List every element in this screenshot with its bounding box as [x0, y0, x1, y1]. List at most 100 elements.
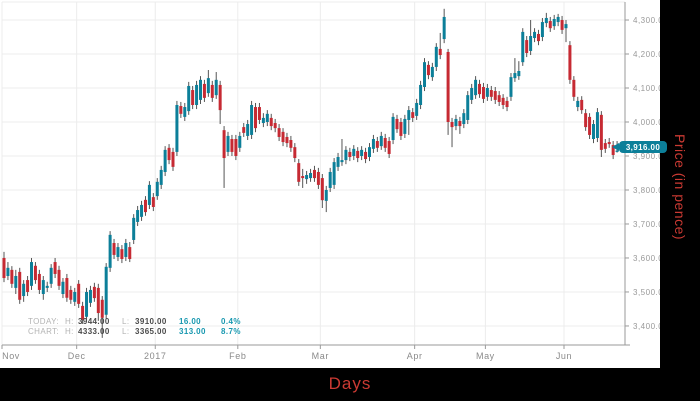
candle-body	[26, 280, 30, 292]
chart-low-label: L:	[122, 326, 130, 336]
candle-body	[88, 289, 92, 303]
candle-body	[69, 289, 73, 300]
candle-body	[6, 267, 10, 276]
candle-body	[53, 262, 57, 274]
candle-body	[265, 113, 269, 122]
candle-body	[332, 162, 336, 185]
candle-body	[132, 217, 136, 240]
candle-body	[548, 21, 552, 29]
candle-body	[155, 181, 159, 197]
candle-body	[37, 273, 41, 290]
candle-body	[246, 124, 250, 136]
x-tick-label: Nov	[2, 351, 20, 361]
candle-body	[395, 118, 399, 130]
candle-body	[120, 249, 124, 259]
candle-body	[285, 136, 289, 144]
candle-body	[147, 184, 151, 205]
candle-body	[576, 100, 580, 108]
last-price-value: 3,916.00	[625, 142, 661, 152]
today-change-value: 16.00	[179, 317, 202, 326]
candle-body	[489, 90, 493, 97]
candle-body	[595, 112, 599, 138]
candle-body	[454, 118, 458, 127]
candle-body	[501, 97, 505, 106]
candle-body	[163, 149, 167, 172]
candle-body	[375, 141, 379, 148]
candle-body	[407, 110, 411, 120]
candle-body	[442, 16, 446, 40]
candle-body	[493, 91, 497, 100]
candle-body	[214, 79, 218, 96]
y-tick-label: 4,000.00	[633, 118, 660, 127]
candle-body	[199, 79, 202, 100]
candle-body	[505, 100, 509, 108]
y-tick-label: 3,700.00	[633, 220, 660, 229]
today-low-label: L:	[122, 317, 130, 326]
candle-body	[22, 283, 26, 297]
candle-body	[517, 71, 521, 77]
candle-body	[14, 275, 18, 288]
candle-body	[328, 171, 332, 188]
candle-body	[289, 140, 293, 148]
candle-body	[269, 117, 273, 127]
candle-body	[572, 79, 576, 97]
y-axis-title: Price (in pence)	[672, 133, 689, 241]
today-label: TODAY:	[28, 317, 60, 326]
plot-area[interactable]: 4,300.00 4,200.00 4,100.00 4,000.00 3,900.00…	[0, 0, 660, 368]
legend-row-today: TODAY: H: 3944.00 L: 3910.00 16.00 0.4%	[28, 317, 253, 327]
candle-body	[438, 48, 442, 56]
candle-body	[305, 175, 309, 180]
x-tick-label: Apr	[407, 351, 423, 361]
candle-body	[281, 131, 285, 143]
candle-body	[478, 83, 482, 95]
candle-body	[222, 130, 226, 159]
candle-body	[257, 107, 261, 120]
ohlc-legend: TODAY: H: 3944.00 L: 3910.00 16.00 0.4% CHART:…	[28, 317, 253, 336]
candle-body	[588, 116, 592, 135]
x-tick-label: Dec	[68, 351, 86, 361]
chart-high-label: H:	[65, 326, 74, 336]
x-tick-label: Jun	[556, 351, 572, 361]
chart-label: CHART:	[28, 326, 60, 336]
candle-body	[560, 20, 564, 30]
x-tick-label: Feb	[229, 351, 246, 361]
candle-body	[371, 138, 375, 149]
candle-body	[391, 116, 395, 141]
candle-body	[293, 147, 297, 159]
candle-body	[85, 291, 89, 317]
candle-body	[179, 106, 183, 114]
candle-body	[195, 84, 199, 106]
candle-body	[419, 84, 423, 106]
candle-body	[277, 128, 281, 137]
candle-body	[324, 189, 328, 201]
candle-body	[238, 135, 242, 148]
candle-body	[470, 88, 474, 100]
candle-body	[254, 107, 258, 129]
candle-body	[112, 243, 116, 255]
candle-body	[297, 163, 301, 182]
candle-body	[309, 172, 313, 179]
candle-body	[73, 291, 77, 302]
candle-body	[521, 31, 525, 63]
candle-body	[607, 142, 611, 145]
candle-body	[509, 77, 513, 97]
candle-body	[525, 40, 529, 53]
candle-body	[336, 157, 340, 167]
candle-body	[466, 95, 470, 120]
legend-row-chart: CHART: H: 4333.00 L: 3365.00 313.00 8.7%	[28, 327, 253, 337]
candle-body	[533, 31, 537, 39]
candle-body	[312, 169, 316, 179]
candlestick-chart[interactable]: 4,300.00 4,200.00 4,100.00 4,000.00 3,900.00…	[0, 0, 667, 368]
candle-body	[474, 79, 478, 96]
candle-body	[450, 121, 454, 128]
candle-body	[426, 64, 430, 76]
x-tick-label: Mar	[312, 351, 329, 361]
candle-body	[49, 267, 53, 284]
candle-body	[273, 123, 277, 129]
candle-body	[143, 199, 147, 213]
today-high-value: 3944.00	[78, 317, 110, 326]
candle-body	[61, 281, 65, 295]
candle-body	[415, 102, 419, 116]
y-tick-label: 4,200.00	[633, 50, 660, 59]
y-tick-label: 4,100.00	[633, 84, 660, 93]
